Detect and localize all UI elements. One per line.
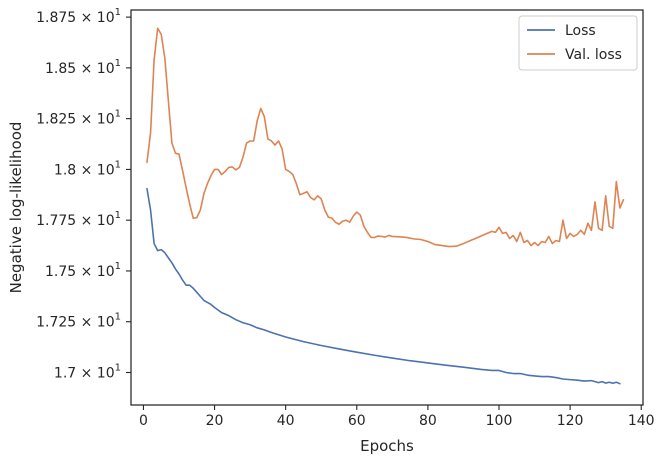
- y-tick-label: 1.775 × 101: [36, 210, 121, 229]
- y-tick-label: 1.875 × 101: [36, 7, 121, 26]
- x-tick-label: 0: [139, 413, 148, 429]
- series-line-1: [146, 187, 621, 385]
- plot-area-border: [130, 9, 644, 406]
- x-tick-label: 20: [206, 413, 224, 429]
- x-tick-label: 120: [557, 413, 584, 429]
- x-axis-ticks: 0 20 40 60 80 100 120 140: [139, 405, 655, 429]
- y-tick-label: 1.8 × 101: [54, 159, 121, 178]
- x-tick-label: 100: [486, 413, 513, 429]
- series-layer: [146, 27, 625, 385]
- x-tick-label: 80: [419, 413, 437, 429]
- y-tick-label: 1.75 × 101: [45, 261, 121, 280]
- legend-label: Val. loss: [565, 47, 622, 63]
- legend: Loss Val. loss: [518, 15, 638, 71]
- y-axis-ticks: 1.7 × 101 1.725 × 101 1.75 × 101 1.775 × 10…: [36, 7, 131, 382]
- x-tick-label: 60: [348, 413, 366, 429]
- x-tick-label: 140: [628, 413, 655, 429]
- legend-label: Loss: [565, 23, 596, 39]
- y-tick-label: 1.825 × 101: [36, 109, 121, 128]
- y-tick-label: 1.725 × 101: [36, 312, 121, 331]
- y-tick-label: 1.7 × 101: [54, 363, 121, 382]
- y-axis-label: Negative log-likelihood: [7, 122, 25, 294]
- x-axis-label: Epochs: [360, 437, 414, 455]
- y-tick-label: 1.85 × 101: [45, 58, 121, 77]
- series-line-2: [146, 27, 625, 248]
- plot-frame: [130, 9, 644, 406]
- x-tick-label: 40: [277, 413, 295, 429]
